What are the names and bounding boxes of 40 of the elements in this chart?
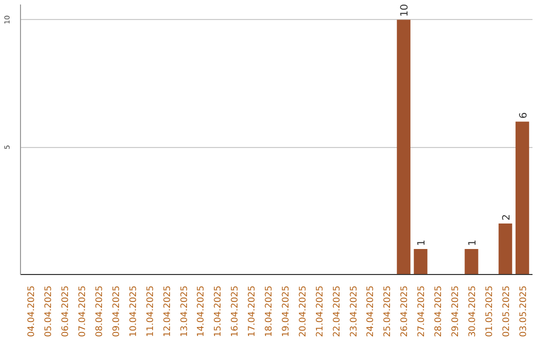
x-tick-label: 18.04.2025 (264, 286, 275, 338)
x-tick-label: 04.04.2025 (27, 286, 38, 338)
x-tick-label: 15.04.2025 (214, 286, 224, 338)
x-tick-label: 28.04.2025 (434, 286, 444, 338)
x-tick-label: 24.04.2025 (366, 286, 376, 338)
bar (516, 122, 530, 274)
data-label: 10 (400, 4, 411, 17)
x-tick-label: 08.04.2025 (94, 286, 105, 338)
x-tick-label: 01.05.2025 (484, 286, 495, 338)
x-tick-label: 17.04.2025 (248, 286, 258, 338)
data-label: 1 (467, 240, 478, 246)
x-tick-label: 20.04.2025 (298, 286, 308, 338)
bar (498, 224, 512, 274)
x-tick-label: 06.04.2025 (61, 286, 72, 338)
x-tick-label: 14.04.2025 (196, 286, 207, 338)
x-tick-label: 21.04.2025 (315, 286, 326, 338)
data-label: 6 (518, 112, 530, 119)
bar (396, 20, 410, 274)
x-tick-label: 09.04.2025 (112, 286, 122, 338)
x-tick-label: 29.04.2025 (451, 286, 462, 338)
x-tick-label: 03.05.2025 (518, 286, 529, 338)
x-tick-label: 27.04.2025 (417, 286, 428, 338)
x-tick-label: 05.04.2025 (44, 286, 54, 338)
data-label: 2 (501, 214, 512, 221)
x-tick-label: 16.04.2025 (230, 286, 241, 338)
x-tick-label: 07.04.2025 (78, 286, 88, 338)
x-tick-label: 26.04.2025 (400, 286, 410, 338)
x-tick-label: 25.04.2025 (383, 286, 394, 338)
data-label: 1 (416, 240, 428, 246)
x-tick-label: 22.04.2025 (332, 286, 342, 338)
x-tick-label: 19.04.2025 (281, 286, 292, 338)
x-tick-label: 13.04.2025 (180, 286, 190, 338)
x-tick-label: 11.04.2025 (146, 286, 156, 338)
x-tick-label: 02.05.2025 (502, 286, 512, 338)
x-tick-label: 12.04.2025 (162, 286, 173, 338)
bar (414, 249, 428, 274)
bar (464, 249, 478, 274)
x-tick-label: 10.04.2025 (128, 286, 139, 338)
x-tick-label: 30.04.2025 (468, 286, 478, 338)
x-tick-label: 23.04.2025 (349, 286, 360, 338)
